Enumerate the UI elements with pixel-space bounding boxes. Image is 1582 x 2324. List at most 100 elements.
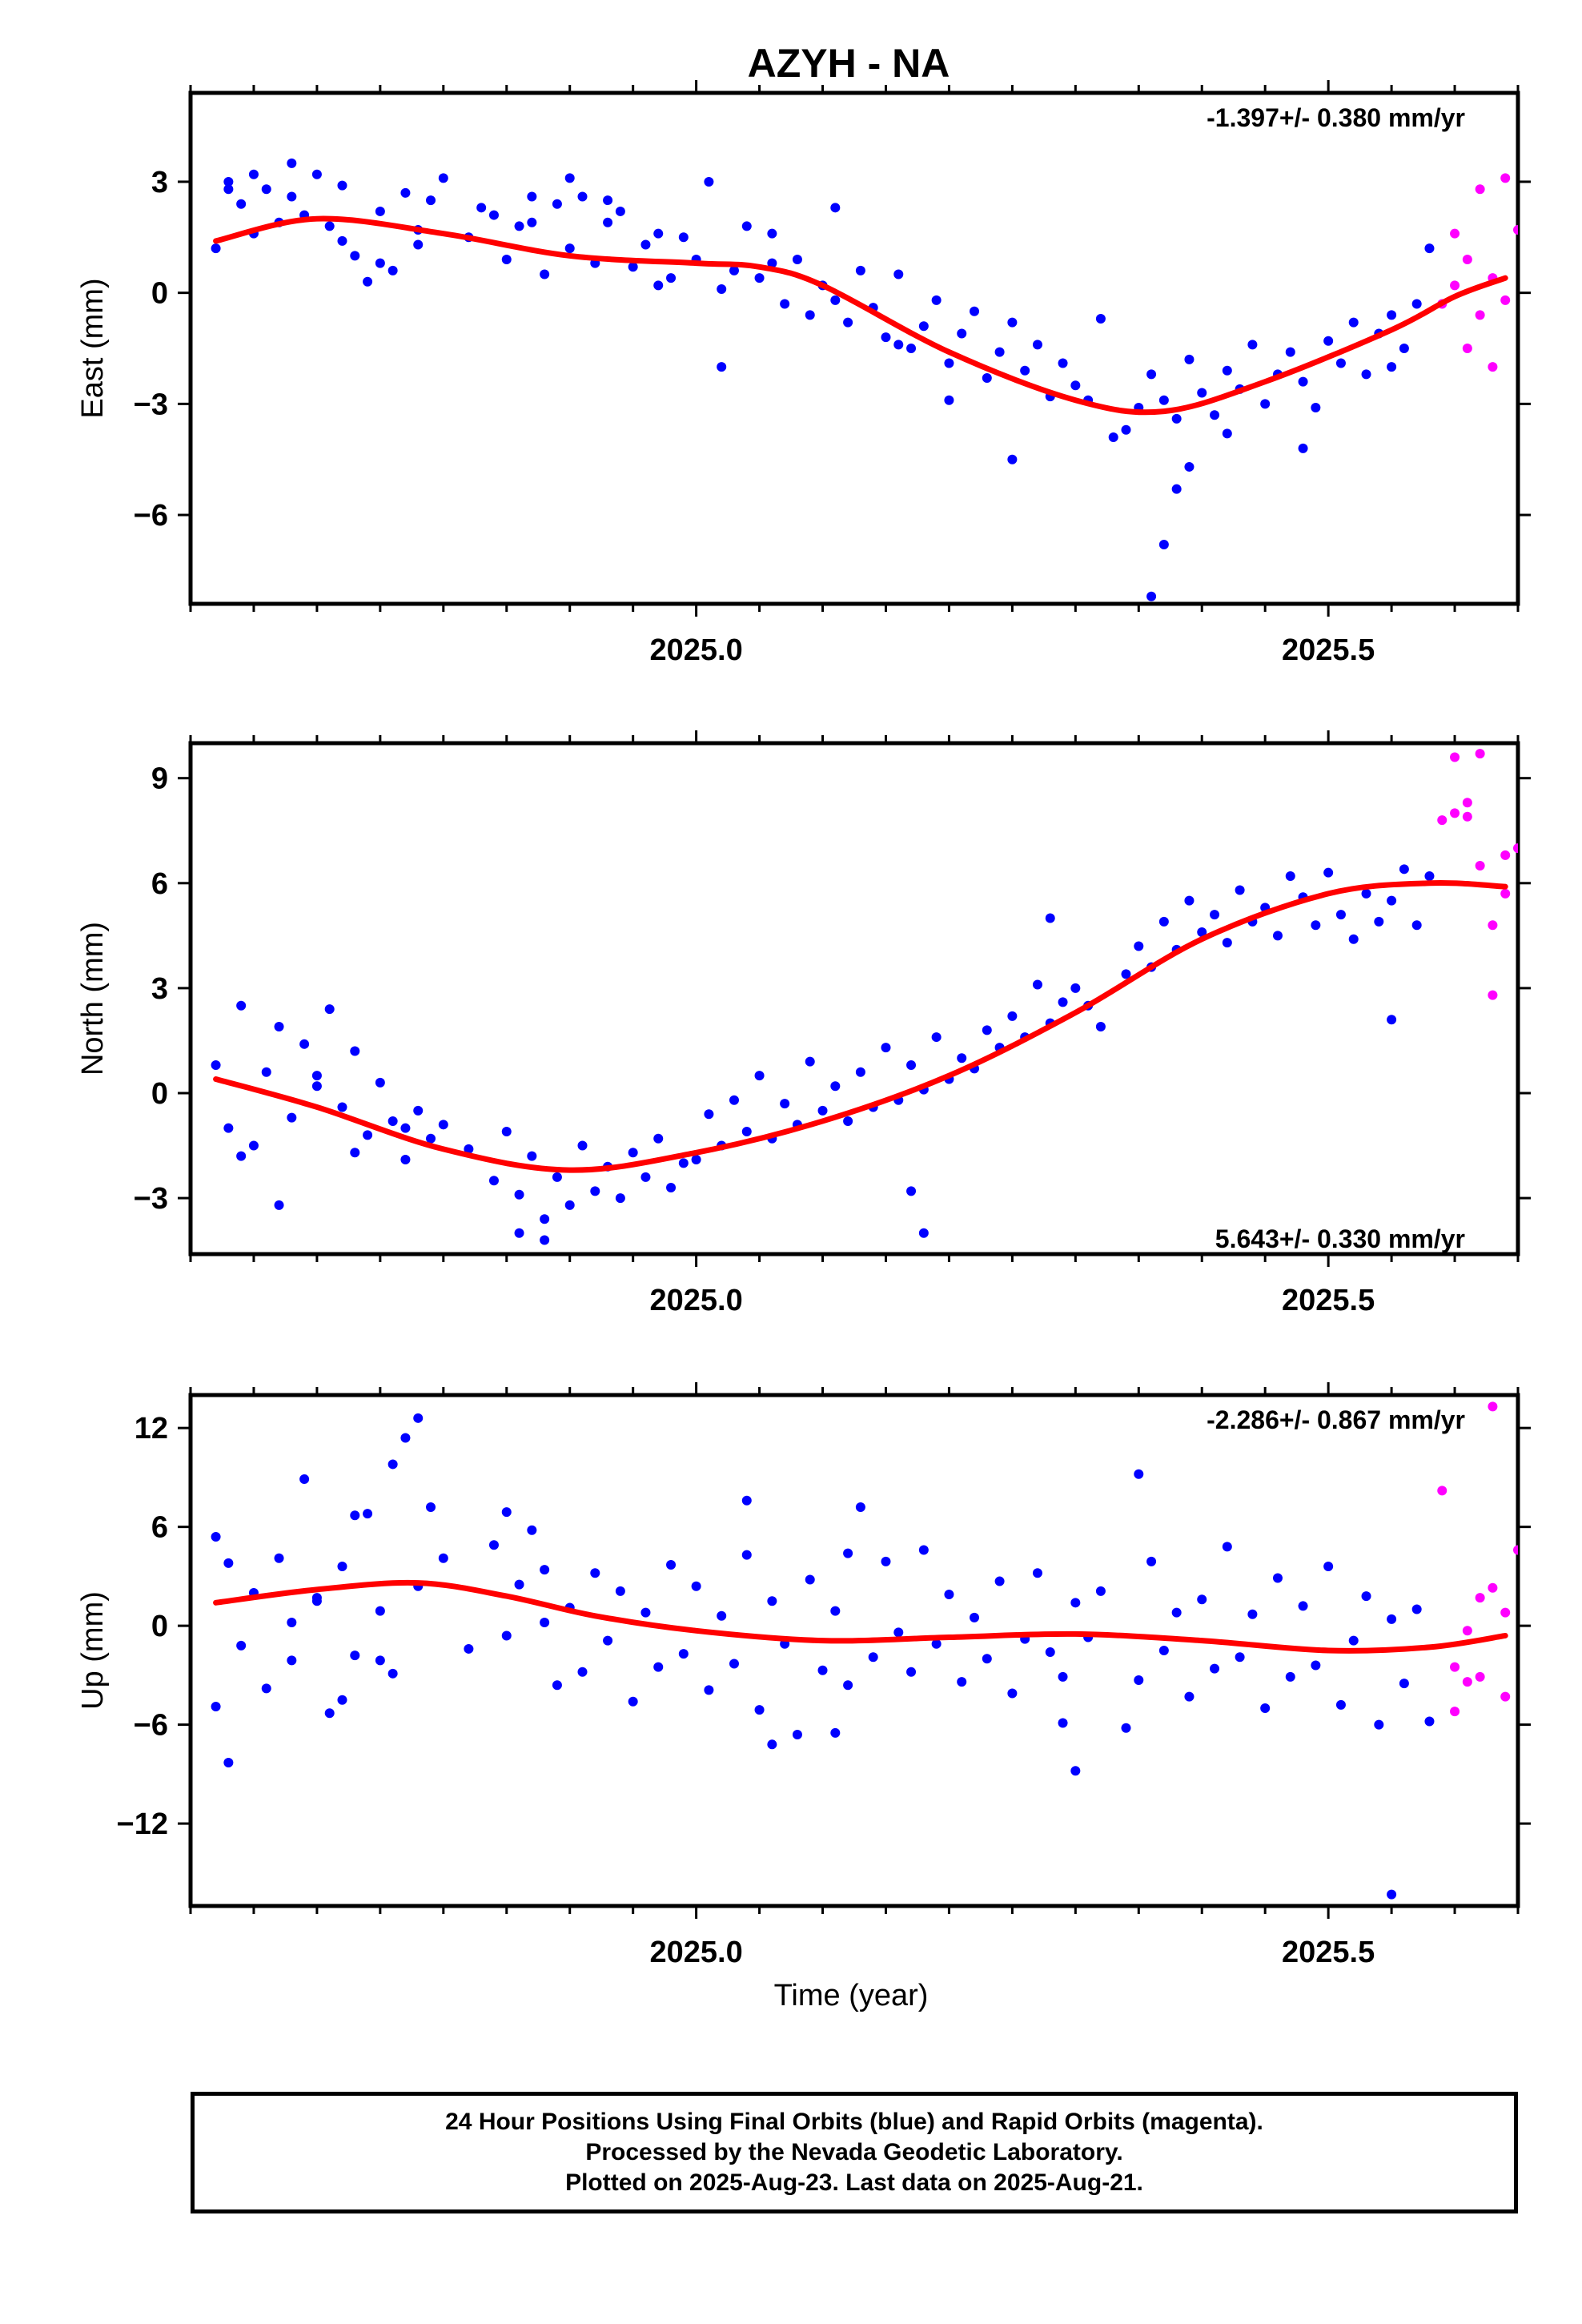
north-rapid-point	[1500, 888, 1511, 899]
north-final-point	[918, 1228, 929, 1238]
north-final-point	[248, 1140, 259, 1151]
up-final-point	[311, 1596, 322, 1606]
north-rapid-point	[1450, 808, 1460, 818]
up-final-point	[628, 1696, 638, 1707]
north-final-point	[236, 1151, 247, 1161]
north-rate-label: 5.643+/- 0.330 mm/yr	[1215, 1224, 1465, 1253]
north-rapid-point	[1462, 798, 1472, 808]
east-final-point	[577, 191, 588, 202]
north-final-point	[1058, 997, 1068, 1007]
north-final-point	[261, 1067, 271, 1077]
north-final-point	[931, 1032, 942, 1043]
north-ytick-label: 0	[151, 1077, 168, 1111]
north-final-point	[1272, 931, 1283, 941]
north-final-point	[400, 1155, 411, 1165]
north-final-point	[223, 1123, 234, 1133]
up-final-point	[375, 1606, 385, 1616]
north-final-point	[1335, 910, 1346, 920]
east-ytick-label: −6	[134, 499, 168, 533]
up-final-point	[843, 1680, 853, 1691]
east-final-point	[615, 206, 625, 216]
east-final-point	[970, 306, 980, 316]
east-final-point	[1184, 461, 1195, 472]
up-xtick-label: 2025.0	[650, 1936, 743, 1969]
east-final-point	[754, 273, 765, 283]
up-ytick-label: 12	[135, 1412, 168, 1445]
east-final-point	[603, 195, 613, 206]
up-final-point	[211, 1701, 221, 1711]
up-data	[211, 1401, 1518, 1900]
north-final-point	[1070, 983, 1081, 993]
up-final-point	[223, 1558, 234, 1568]
north-final-point	[540, 1214, 550, 1224]
up-final-point	[741, 1495, 752, 1506]
north-final-point	[691, 1155, 701, 1165]
east-rapid-point	[1450, 280, 1460, 291]
east-final-point	[767, 228, 777, 239]
east-final-point	[223, 176, 234, 187]
up-final-point	[805, 1574, 815, 1585]
up-final-point	[1197, 1594, 1207, 1605]
up-final-point	[615, 1586, 625, 1596]
east-final-point	[1058, 358, 1068, 368]
east-final-point	[1247, 340, 1258, 350]
east-final-point	[893, 340, 904, 350]
up-panel: 2025.0 2025.5 12 6 0 −6 −12 Up (mm) -2.286+/- 0.…	[76, 1382, 1531, 1969]
east-final-point	[488, 210, 499, 220]
north-final-point	[1311, 920, 1321, 931]
east-fit-line	[213, 215, 1508, 416]
panels: 2025.0 2025.5 3 0 −3 −6 East (mm) -1.397+/- 0.3…	[76, 80, 1531, 1969]
east-final-point	[1108, 432, 1118, 442]
up-final-point	[590, 1568, 600, 1578]
east-final-point	[1260, 399, 1271, 409]
east-final-point	[1424, 243, 1435, 254]
up-final-point	[261, 1683, 271, 1694]
east-xtick-label: 2025.5	[1282, 633, 1375, 667]
up-final-point	[704, 1685, 714, 1695]
north-final-point	[830, 1081, 841, 1092]
north-final-point	[488, 1176, 499, 1186]
east-final-point	[1158, 395, 1169, 405]
east-final-point	[236, 199, 247, 209]
north-rapid-point	[1500, 850, 1511, 860]
north-xtick-label: 2025.0	[650, 1284, 743, 1317]
up-final-point	[906, 1667, 917, 1677]
up-final-point	[387, 1668, 398, 1679]
up-final-point	[552, 1680, 562, 1691]
north-final-point	[287, 1112, 297, 1123]
up-final-point	[426, 1502, 436, 1512]
north-frame	[188, 741, 1520, 1256]
up-final-point	[1374, 1719, 1384, 1730]
east-final-point	[1070, 380, 1081, 391]
east-final-point	[400, 187, 411, 198]
up-final-point	[540, 1618, 550, 1628]
north-ytick-label: 3	[151, 972, 168, 1006]
east-final-point	[1171, 484, 1182, 494]
east-final-point	[1323, 336, 1334, 346]
east-final-point	[1298, 376, 1308, 387]
east-final-point	[311, 169, 322, 179]
up-final-point	[287, 1618, 297, 1628]
east-final-point	[653, 280, 664, 291]
east-final-point	[741, 221, 752, 231]
up-final-point	[691, 1581, 701, 1591]
up-final-point	[1260, 1703, 1271, 1714]
north-final-point	[982, 1025, 992, 1035]
north-rapid-point	[1450, 752, 1460, 762]
up-final-point	[1424, 1716, 1435, 1727]
east-final-point	[944, 358, 954, 368]
north-final-point	[906, 1186, 917, 1196]
east-rapid-point	[1500, 295, 1511, 305]
east-final-point	[1095, 314, 1106, 324]
up-ytick-label: 6	[151, 1511, 168, 1545]
north-final-point	[957, 1053, 967, 1063]
north-final-point	[211, 1060, 221, 1071]
up-rapid-point	[1488, 1582, 1498, 1593]
north-rapid-point	[1488, 920, 1498, 931]
east-final-point	[1411, 299, 1422, 309]
up-ytick-label: −12	[117, 1807, 168, 1841]
up-final-point	[1045, 1647, 1055, 1658]
north-final-point	[678, 1158, 689, 1168]
up-final-point	[1323, 1562, 1334, 1572]
